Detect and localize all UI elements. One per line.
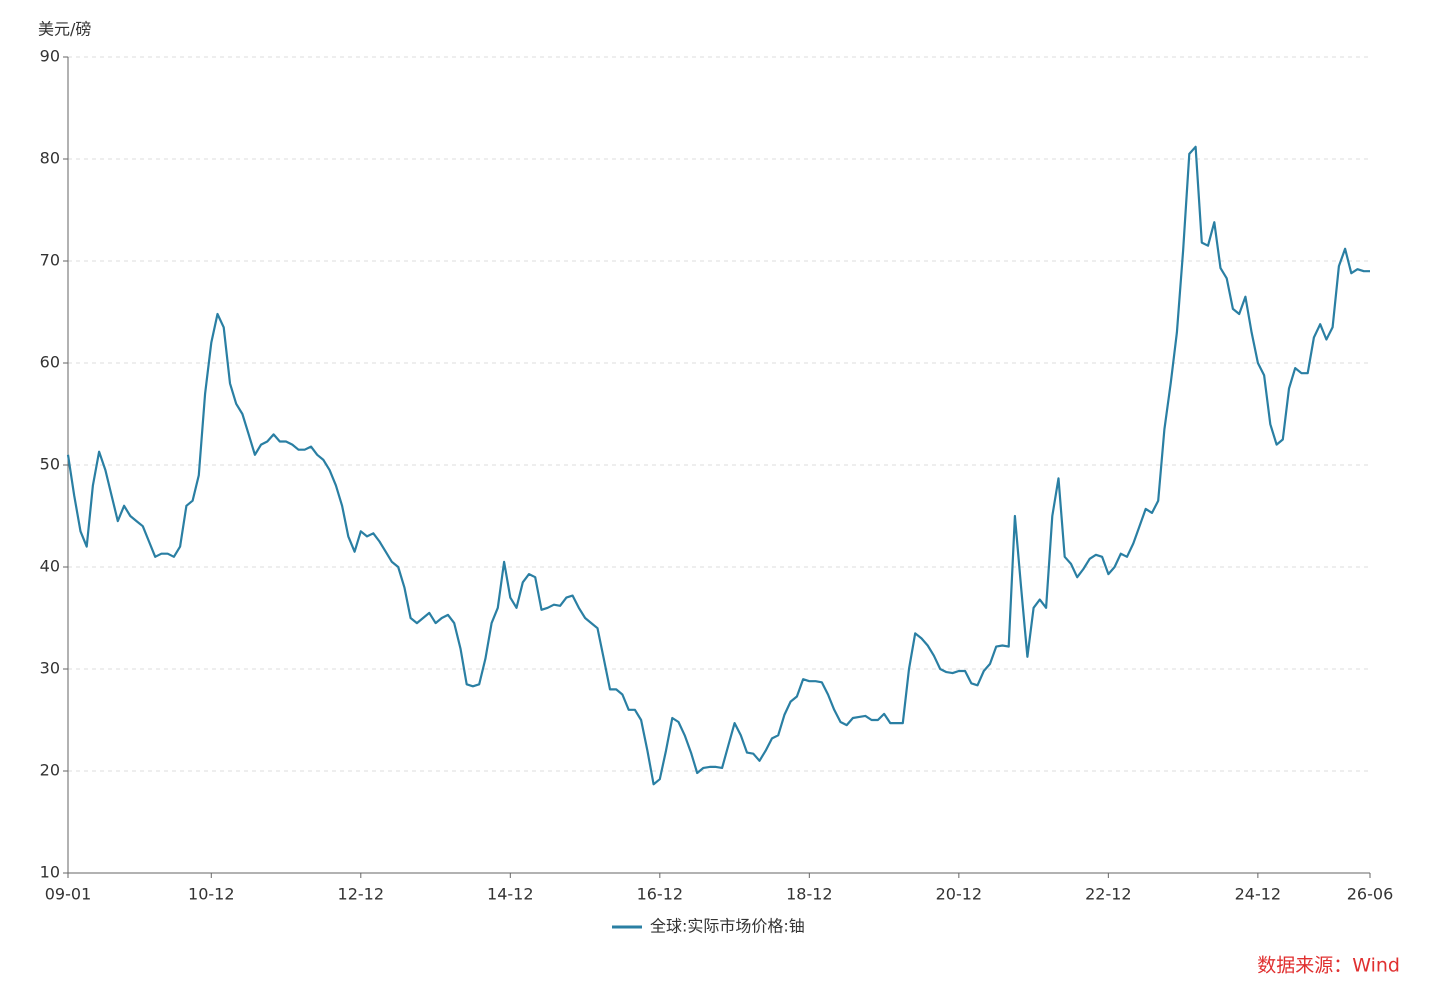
x-tick-label: 09-01 xyxy=(45,885,92,904)
x-tick-label: 14-12 xyxy=(487,885,534,904)
y-tick-label: 90 xyxy=(40,47,60,66)
y-tick-label: 80 xyxy=(40,149,60,168)
x-tick-label: 24-12 xyxy=(1235,885,1282,904)
data-line xyxy=(66,145,1370,786)
y-axis-unit: 美元/磅 xyxy=(38,20,91,39)
legend-label: 全球:实际市场价格:铀 xyxy=(650,917,805,936)
x-tick-label: 16-12 xyxy=(637,885,684,904)
y-tick-label: 40 xyxy=(40,557,60,576)
x-tick-label: 26-06 xyxy=(1347,885,1394,904)
x-tick-label: 12-12 xyxy=(338,885,385,904)
x-tick-label: 18-12 xyxy=(786,885,833,904)
y-tick-label: 10 xyxy=(40,863,60,882)
y-tick-label: 30 xyxy=(40,659,60,678)
y-tick-label: 50 xyxy=(40,455,60,474)
x-tick-label: 20-12 xyxy=(936,885,983,904)
x-tick-label: 10-12 xyxy=(188,885,235,904)
y-tick-label: 20 xyxy=(40,761,60,780)
x-tick-label: 22-12 xyxy=(1085,885,1132,904)
y-tick-label: 70 xyxy=(40,251,60,270)
source-note: 数据来源：Wind xyxy=(1257,955,1400,977)
y-tick-label: 60 xyxy=(40,353,60,372)
